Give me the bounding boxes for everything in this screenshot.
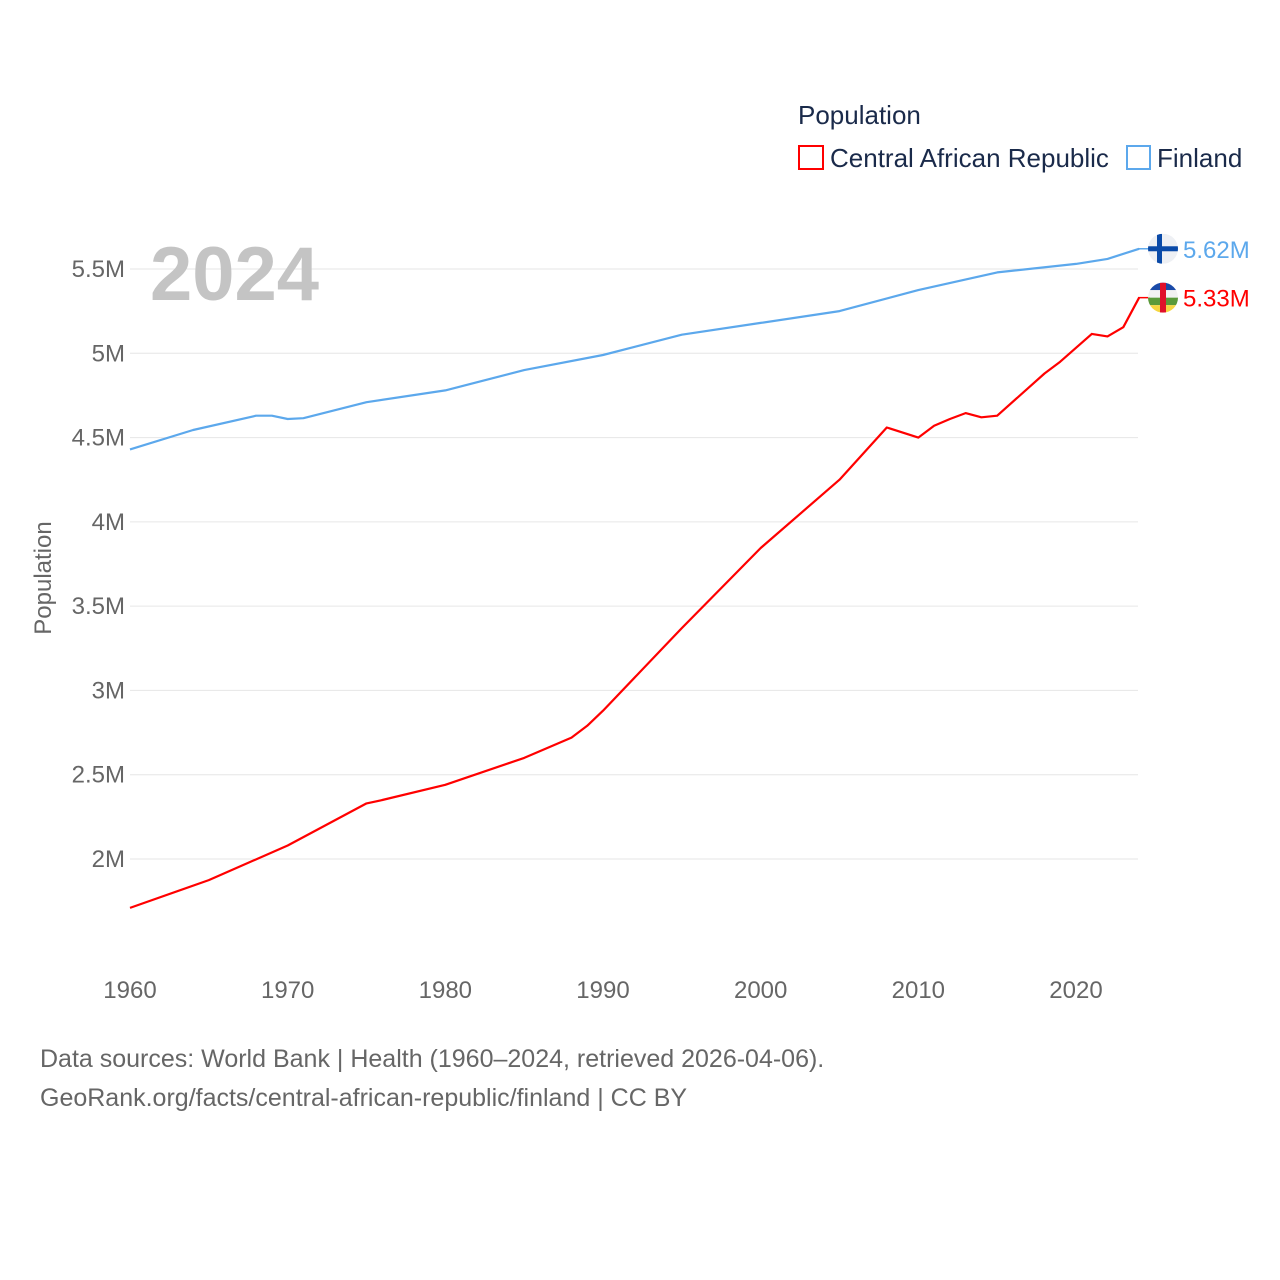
footer-url[interactable]: GeoRank.org/facts/central-african-republ…	[40, 1084, 688, 1112]
y-tick-label: 4M	[92, 509, 125, 536]
central-african-republic-flag-icon	[1148, 282, 1178, 313]
legend-item-finland[interactable]: Finland	[1126, 143, 1242, 173]
x-tick-label: 2000	[734, 977, 787, 1004]
y-tick-label: 4.5M	[72, 425, 125, 452]
x-tick-label: 2010	[892, 977, 945, 1004]
x-tick-label: 1980	[419, 977, 472, 1004]
series-lines	[129, 247, 1141, 909]
series-line-finland	[129, 247, 1140, 451]
x-tick-label: 1960	[103, 977, 156, 1004]
y-axis: 2M 2.5M 3M 3.5M 4M 4.5M 5M 5.5M	[72, 256, 125, 873]
x-axis: 1960 1970 1980 1990 2000 2010 2020	[103, 977, 1102, 1004]
grid	[130, 268, 1138, 860]
legend-item-car[interactable]: Central African Republic	[798, 143, 1109, 173]
x-tick-label: 1990	[576, 977, 629, 1004]
end-labels: 5.33M 5.62M	[1138, 233, 1250, 313]
legend-label-finland: Finland	[1157, 143, 1242, 173]
finland-flag-icon	[1148, 233, 1178, 264]
x-tick-label: 2020	[1049, 977, 1102, 1004]
footer-sources: Data sources: World Bank | Health (1960–…	[40, 1045, 825, 1073]
y-tick-label: 5.5M	[72, 256, 125, 283]
legend-swatch-car	[798, 145, 824, 170]
end-value-label: 5.62M	[1183, 237, 1250, 264]
series-line-car	[129, 297, 1141, 909]
x-tick-label: 1970	[261, 977, 314, 1004]
y-tick-label: 2M	[92, 846, 125, 873]
y-tick-label: 2.5M	[72, 762, 125, 789]
y-axis-label: Population	[30, 521, 57, 634]
legend-title: Population	[798, 100, 921, 130]
year-label: 2024	[150, 232, 319, 317]
y-tick-label: 3.5M	[72, 593, 125, 620]
y-tick-label: 5M	[92, 340, 125, 367]
legend-swatch-finland	[1126, 145, 1151, 170]
legend-label-car: Central African Republic	[830, 143, 1109, 173]
y-tick-label: 3M	[92, 677, 125, 704]
end-value-label: 5.33M	[1183, 286, 1250, 313]
population-chart: 2M 2.5M 3M 3.5M 4M 4.5M 5M 5.5M 1960 1970 1980 199…	[30, 100, 1250, 1004]
